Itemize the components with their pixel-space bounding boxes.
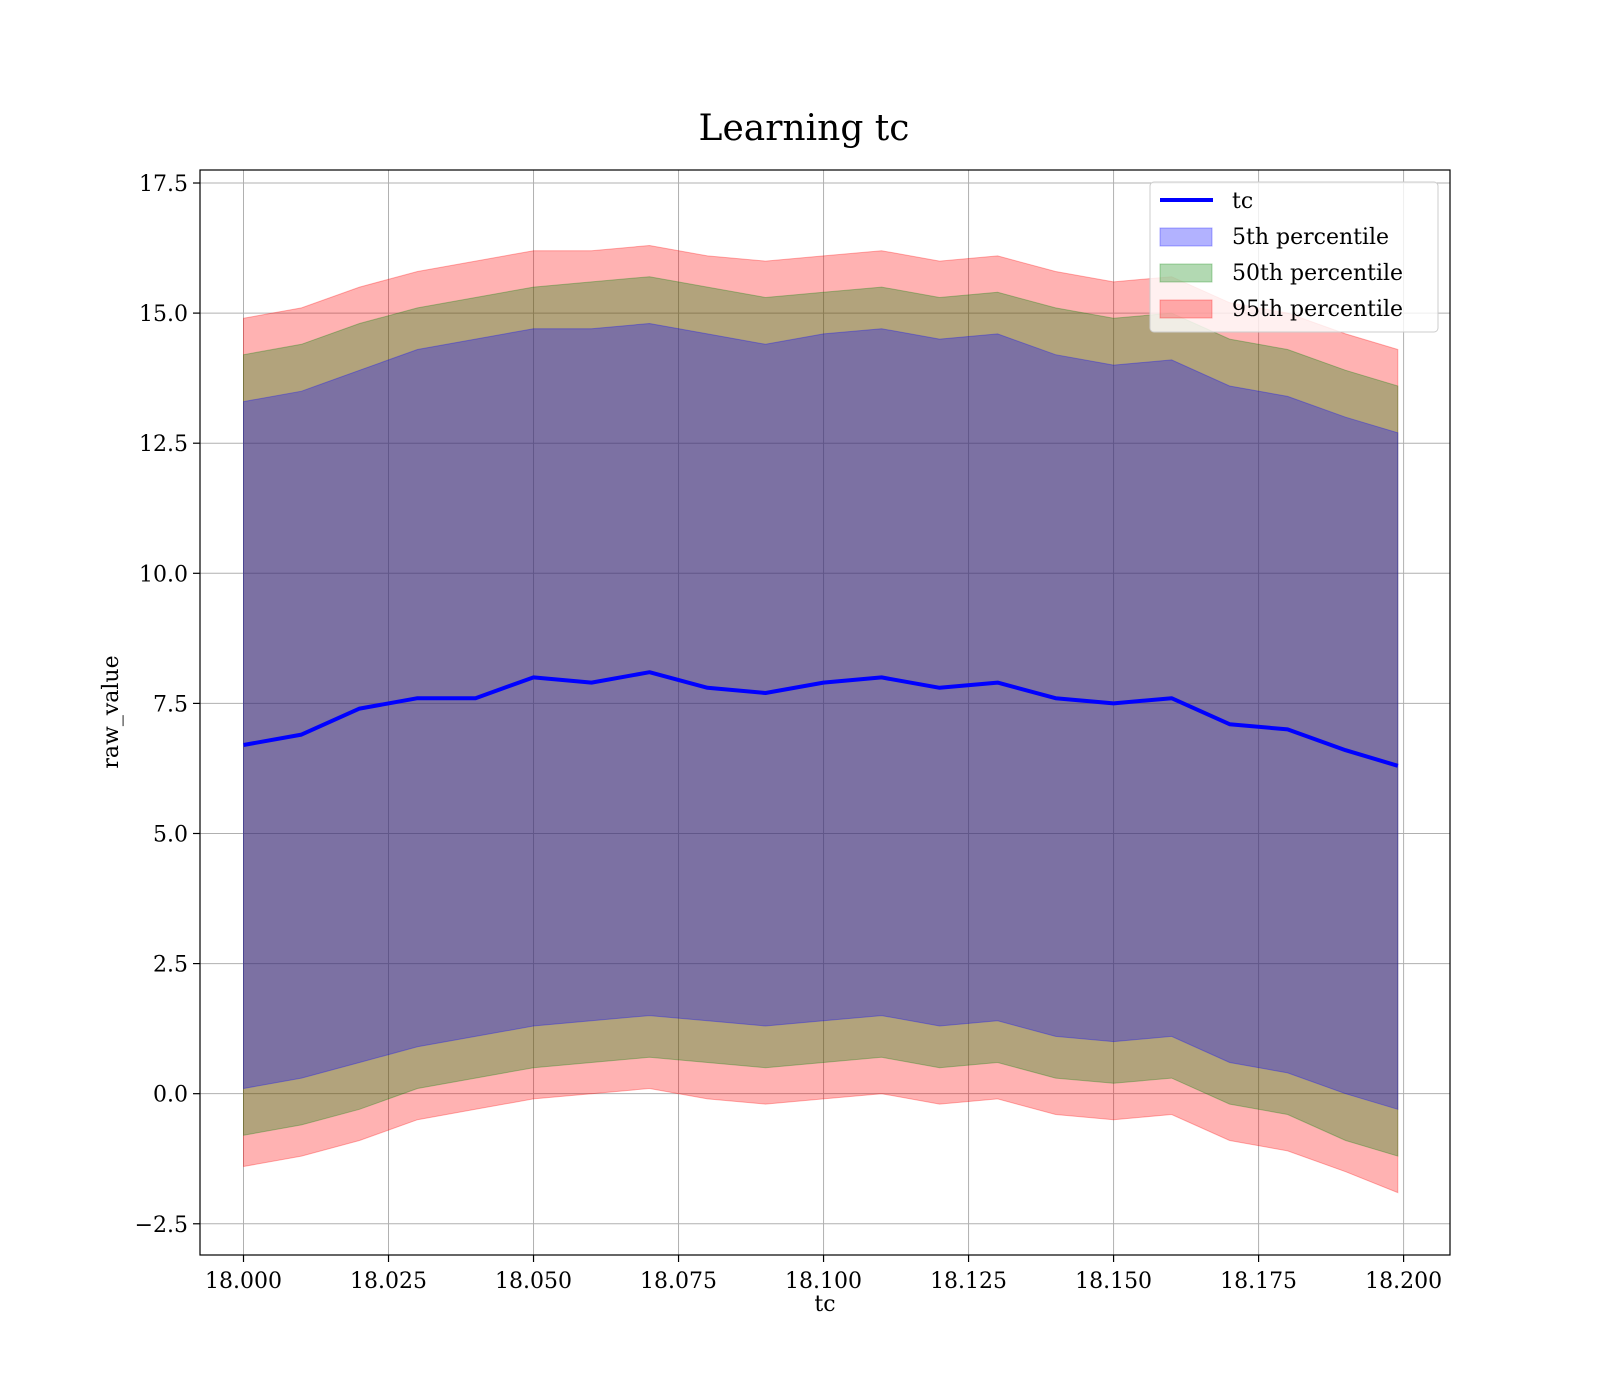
y-axis-label: raw_value: [99, 655, 124, 768]
y-tick-label: 10.0: [139, 562, 188, 587]
legend-label-50th: 50th percentile: [1232, 261, 1403, 286]
y-tick-label: 0.0: [153, 1083, 188, 1108]
plot-frame: [199, 169, 1451, 1256]
band-5th-percentile: [243, 322, 1399, 1110]
x-tick-label: 18.125: [930, 1269, 1007, 1294]
y-tick-label: 2.5: [153, 953, 188, 978]
x-tick-label: 18.175: [1220, 1269, 1297, 1294]
y-tick-label: 15.0: [139, 302, 188, 327]
percentile-bands: [243, 244, 1399, 1194]
tc-line-layer: [243, 670, 1399, 768]
legend-label-tc: tc: [1232, 189, 1253, 214]
y-axis: −2.5 0.0 2.5 5.0 7.5 10.0 12.5 15.0 17.5: [135, 172, 200, 1238]
y-tick-label: −2.5: [135, 1213, 188, 1238]
band-95th-percentile: [243, 244, 1399, 1194]
x-tick-label: 18.100: [785, 1269, 862, 1294]
legend-label-95th: 95th percentile: [1232, 297, 1403, 322]
legend-frame: [1149, 181, 1439, 333]
x-tick-label: 18.050: [495, 1269, 572, 1294]
y-tick-label: 5.0: [153, 822, 188, 847]
legend-swatch-95th: [1159, 299, 1213, 319]
band-50th-percentile: [243, 276, 1399, 1157]
legend: tc 5th percentile 50th percentile 95th p…: [1149, 181, 1439, 333]
chart-title: Learning tc: [699, 108, 910, 149]
legend-swatch-50th: [1159, 263, 1213, 283]
plot-area: [200, 170, 1450, 1255]
x-axis-label: tc: [814, 1292, 835, 1317]
y-tick-label: 17.5: [139, 172, 188, 197]
y-tick-label: 12.5: [139, 432, 188, 457]
x-tick-label: 18.000: [205, 1269, 282, 1294]
legend-swatch-5th: [1159, 227, 1213, 247]
x-tick-label: 18.150: [1075, 1269, 1152, 1294]
series-line-tc: [243, 670, 1399, 768]
legend-label-5th: 5th percentile: [1232, 225, 1389, 250]
x-axis: 18.000 18.025 18.050 18.075 18.100 18.125 18.1…: [205, 1255, 1442, 1294]
x-tick-label: 18.025: [350, 1269, 427, 1294]
y-tick-label: 7.5: [153, 692, 188, 717]
x-tick-label: 18.075: [640, 1269, 717, 1294]
x-tick-label: 18.200: [1365, 1269, 1442, 1294]
